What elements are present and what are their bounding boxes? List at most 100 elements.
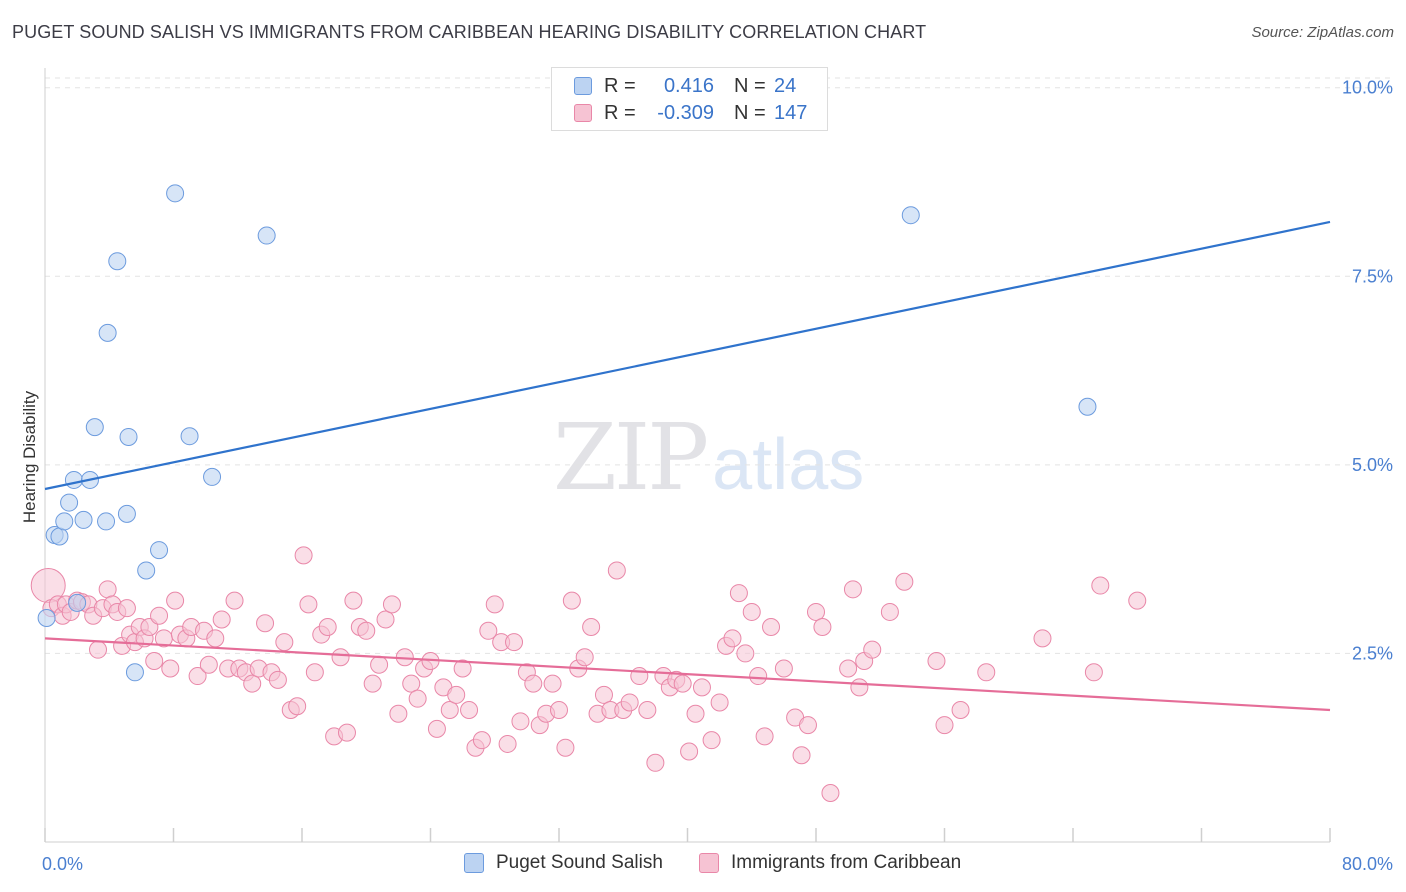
data-point-caribbean xyxy=(408,689,427,708)
y-tick-label: 2.5% xyxy=(1352,643,1393,663)
legend-item-swatch-salish xyxy=(464,853,484,873)
data-point-caribbean xyxy=(256,614,275,633)
data-point-caribbean xyxy=(150,606,169,625)
data-point-caribbean xyxy=(145,651,164,670)
data-point-caribbean xyxy=(275,633,294,652)
data-point-caribbean xyxy=(524,674,543,693)
data-point-caribbean xyxy=(543,674,562,693)
legend-r-label: R = xyxy=(604,101,636,124)
data-point-salish xyxy=(1078,397,1097,416)
data-point-caribbean xyxy=(318,618,337,637)
data-point-caribbean xyxy=(762,618,781,637)
data-point-caribbean xyxy=(792,746,811,765)
data-point-salish xyxy=(64,470,83,489)
data-point-caribbean xyxy=(935,716,954,735)
data-point-caribbean xyxy=(98,580,117,599)
data-point-caribbean xyxy=(863,640,882,659)
data-point-caribbean xyxy=(1084,663,1103,682)
data-point-salish xyxy=(55,512,74,531)
data-point-caribbean xyxy=(427,719,446,738)
data-point-caribbean xyxy=(225,591,244,610)
data-point-caribbean xyxy=(305,663,324,682)
data-point-caribbean xyxy=(505,633,524,652)
data-point-caribbean xyxy=(895,572,914,591)
legend-item-label: Immigrants from Caribbean xyxy=(731,852,962,873)
data-point-caribbean xyxy=(680,742,699,761)
trend-line-salish xyxy=(44,220,1331,491)
data-point-caribbean xyxy=(742,602,761,621)
data-point-caribbean xyxy=(188,667,207,686)
data-point-caribbean xyxy=(243,674,262,693)
data-point-caribbean xyxy=(880,602,899,621)
data-point-caribbean xyxy=(212,610,231,629)
data-point-caribbean xyxy=(729,584,748,603)
data-point-caribbean xyxy=(977,663,996,682)
data-point-caribbean xyxy=(556,738,575,757)
data-point-caribbean xyxy=(807,602,825,621)
data-point-caribbean xyxy=(498,734,517,753)
y-tick-label: 10.0% xyxy=(1342,78,1393,98)
data-point-caribbean xyxy=(951,701,970,719)
data-point-salish xyxy=(74,510,93,529)
legend-item-caribbean[interactable]: Immigrants from Caribbean xyxy=(699,852,961,874)
data-point-salish xyxy=(119,427,138,446)
legend-row-salish: R = 0.416 N = 24 xyxy=(574,73,796,99)
data-point-salish xyxy=(37,608,56,627)
legend-item-swatch-caribbean xyxy=(699,853,719,873)
data-point-caribbean xyxy=(686,704,705,723)
legend-n-value: 24 xyxy=(774,74,797,97)
data-point-caribbean xyxy=(382,595,401,614)
correlation-legend: R = 0.416 N = 24 R = -0.309 N = 147 xyxy=(551,67,828,131)
data-point-caribbean xyxy=(839,659,858,678)
data-point-caribbean xyxy=(166,591,185,610)
data-point-salish xyxy=(150,541,169,560)
data-point-caribbean xyxy=(774,659,793,678)
data-point-caribbean xyxy=(575,648,594,667)
data-point-caribbean xyxy=(479,621,498,640)
data-point-caribbean xyxy=(710,693,729,712)
data-point-caribbean xyxy=(594,685,613,704)
data-point-caribbean xyxy=(702,731,721,750)
data-point-salish xyxy=(117,504,136,523)
data-point-caribbean xyxy=(299,595,318,614)
data-point-caribbean xyxy=(511,712,530,731)
data-point-salish xyxy=(203,467,222,486)
data-point-caribbean xyxy=(89,640,108,659)
data-point-caribbean xyxy=(440,701,459,719)
data-point-caribbean xyxy=(550,701,568,719)
legend-n-label: N = xyxy=(734,101,766,124)
legend-r-label: R = xyxy=(604,74,636,97)
chart-title: PUGET SOUND SALISH VS IMMIGRANTS FROM CA… xyxy=(12,22,927,42)
data-point-caribbean xyxy=(485,595,504,614)
source-label: Source: ZipAtlas.com xyxy=(1251,24,1394,41)
data-point-caribbean xyxy=(357,621,376,640)
data-point-salish xyxy=(108,252,127,271)
data-point-caribbean xyxy=(370,655,389,674)
data-point-caribbean xyxy=(638,701,657,719)
data-point-caribbean xyxy=(1128,591,1147,610)
data-point-caribbean xyxy=(460,701,479,719)
x-tick-label: 0.0% xyxy=(42,854,83,874)
data-point-caribbean xyxy=(389,704,408,723)
data-point-salish xyxy=(180,427,199,446)
series-salish-points xyxy=(37,184,1097,682)
legend-n-label: N = xyxy=(734,74,766,97)
data-point-salish xyxy=(85,418,104,437)
series-legend: Puget Sound Salish Immigrants from Carib… xyxy=(0,852,1406,878)
data-point-caribbean xyxy=(749,667,768,686)
trend-line-caribbean xyxy=(44,637,1331,712)
data-point-salish xyxy=(166,184,185,203)
data-point-caribbean xyxy=(376,610,395,629)
data-point-caribbean xyxy=(755,727,774,746)
data-point-caribbean xyxy=(294,546,313,565)
legend-item-label: Puget Sound Salish xyxy=(496,852,663,873)
data-point-caribbean xyxy=(199,655,218,674)
legend-item-salish[interactable]: Puget Sound Salish xyxy=(464,852,663,874)
data-point-caribbean xyxy=(927,651,946,670)
y-tick-label: 5.0% xyxy=(1352,455,1393,475)
data-point-caribbean xyxy=(453,659,472,678)
data-point-caribbean xyxy=(813,618,832,637)
data-point-caribbean xyxy=(850,678,869,697)
trend-lines xyxy=(44,220,1331,712)
